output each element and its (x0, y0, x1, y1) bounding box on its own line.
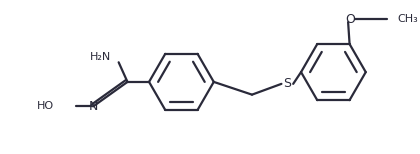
Text: H₂N: H₂N (89, 52, 111, 62)
Text: O: O (345, 13, 355, 26)
Text: HO: HO (37, 101, 54, 111)
Text: CH₃: CH₃ (397, 14, 418, 24)
Text: N: N (89, 100, 98, 113)
Text: S: S (284, 77, 291, 90)
